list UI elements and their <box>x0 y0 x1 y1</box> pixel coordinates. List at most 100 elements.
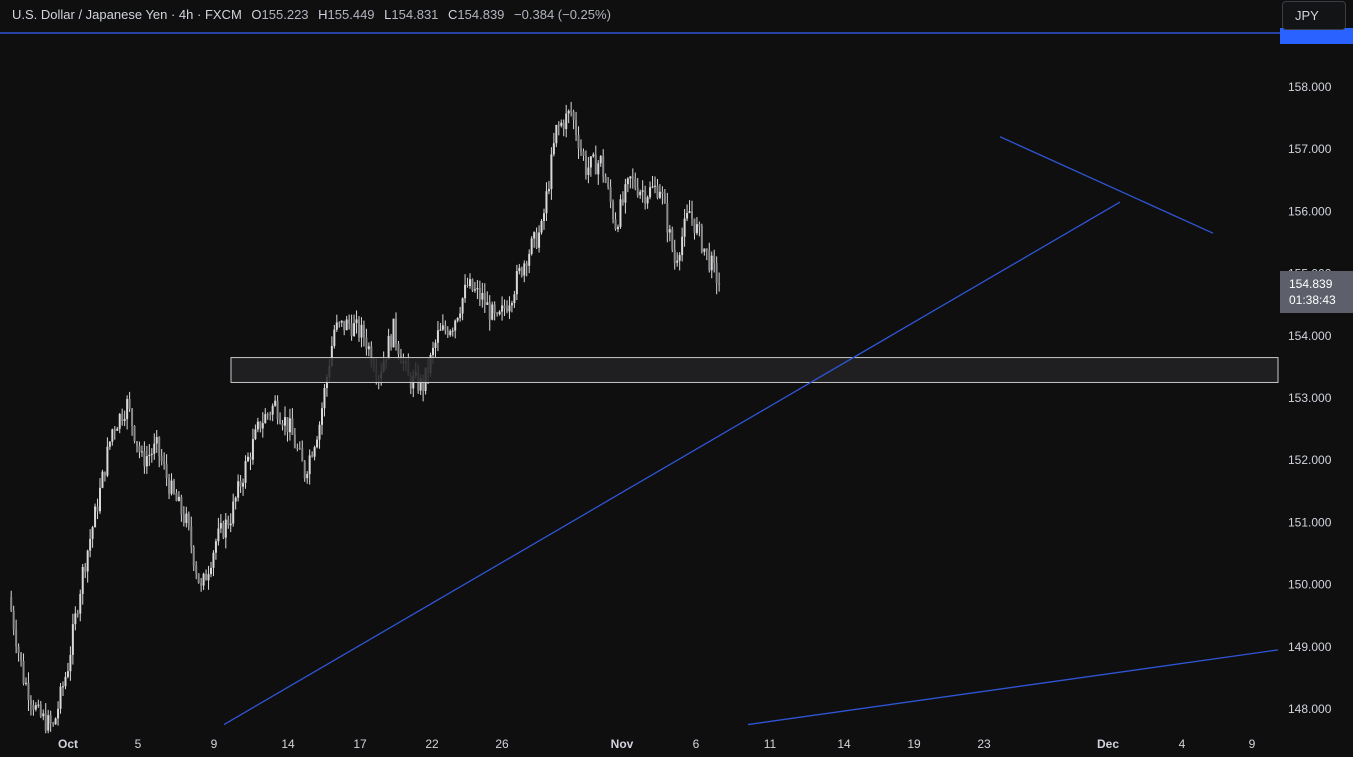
candle-body <box>673 249 676 263</box>
candle <box>390 334 393 351</box>
candle <box>163 452 166 470</box>
candle <box>96 498 99 520</box>
candle-body <box>533 232 536 239</box>
candle <box>644 185 647 210</box>
candle <box>691 200 693 226</box>
candle <box>173 478 175 495</box>
candle-body <box>96 506 99 512</box>
candle <box>111 428 114 446</box>
candle-body <box>446 330 449 336</box>
candle-body <box>131 408 134 426</box>
candle-body <box>708 250 711 271</box>
candle-body <box>392 318 395 348</box>
high-label: H <box>318 7 328 22</box>
candle-body <box>106 446 109 476</box>
candle <box>456 317 459 323</box>
candle-body <box>155 437 158 444</box>
candle <box>64 671 67 690</box>
time-axis[interactable]: Oct 5 9 14 17 22 26 Nov 6 11 14 19 23 Dec 4 9 <box>58 737 1256 751</box>
candle-body <box>513 294 516 304</box>
candle-body <box>138 445 141 453</box>
candle <box>523 260 526 283</box>
candle-body <box>163 461 166 465</box>
candle <box>86 549 89 583</box>
rising-trendline[interactable] <box>223 201 1121 726</box>
candle-body <box>515 271 518 295</box>
candle <box>37 699 40 708</box>
candle <box>210 561 212 578</box>
candle <box>555 124 558 148</box>
candle-body <box>34 705 37 710</box>
candle <box>165 454 168 487</box>
candle <box>678 252 681 271</box>
candle <box>306 471 309 484</box>
candle <box>464 274 467 303</box>
candle <box>288 408 291 441</box>
currency-button[interactable]: JPY <box>1282 1 1346 30</box>
candle <box>466 277 469 288</box>
candle <box>69 646 72 681</box>
candle-body <box>190 526 193 548</box>
candle <box>200 577 203 592</box>
candle-body <box>271 405 274 415</box>
candle-body <box>676 260 679 263</box>
candle-body <box>454 320 457 331</box>
candle <box>597 160 600 185</box>
price-tick-label: 152.000 <box>1288 453 1332 467</box>
candle-body <box>197 573 200 584</box>
candle <box>301 440 304 462</box>
candle <box>148 444 151 466</box>
candle-body <box>330 345 333 367</box>
candle-body <box>224 519 227 538</box>
candle <box>594 145 597 175</box>
candle <box>128 391 131 412</box>
falling-trendline[interactable] <box>999 136 1214 234</box>
candle-body <box>39 704 42 717</box>
high-value: 155.449 <box>327 7 375 22</box>
candle <box>621 191 624 206</box>
candle-body <box>710 255 713 271</box>
candle-body <box>269 414 272 416</box>
candle <box>560 119 563 128</box>
candle <box>138 441 141 459</box>
candle-body <box>259 421 262 429</box>
candle <box>251 428 254 465</box>
candle-body <box>52 723 55 725</box>
candle <box>182 506 185 527</box>
price-axis[interactable]: 158.000157.000156.000155.000154.000153.0… <box>1280 0 1353 757</box>
candle <box>308 449 311 485</box>
candle <box>296 443 299 452</box>
candle <box>202 572 205 591</box>
candle-body <box>185 513 188 524</box>
candle-body <box>614 219 617 230</box>
candle-body <box>370 346 373 364</box>
candle <box>496 311 499 317</box>
support-zone-rectangle[interactable] <box>230 357 1279 383</box>
candle-body <box>617 226 619 230</box>
candle <box>286 417 289 442</box>
low-value: 154.831 <box>391 7 439 22</box>
candle-body <box>239 481 242 487</box>
candle-body <box>634 178 637 188</box>
candle-body <box>343 320 346 331</box>
candle <box>84 562 87 579</box>
candle <box>71 613 74 665</box>
candle <box>481 282 484 308</box>
candle-body <box>94 506 97 528</box>
candle <box>323 384 326 417</box>
lower-trendline[interactable] <box>747 649 1279 726</box>
candle-body <box>301 448 304 462</box>
candle <box>160 449 163 466</box>
candle <box>150 448 153 463</box>
candle <box>705 248 708 261</box>
candle <box>207 565 210 590</box>
candle <box>668 224 671 242</box>
candle-body <box>232 501 235 524</box>
candle-body <box>365 337 368 350</box>
candle <box>459 306 462 322</box>
candle <box>392 318 395 348</box>
candle-body <box>387 336 390 360</box>
candle <box>557 121 560 136</box>
candle <box>131 407 134 436</box>
